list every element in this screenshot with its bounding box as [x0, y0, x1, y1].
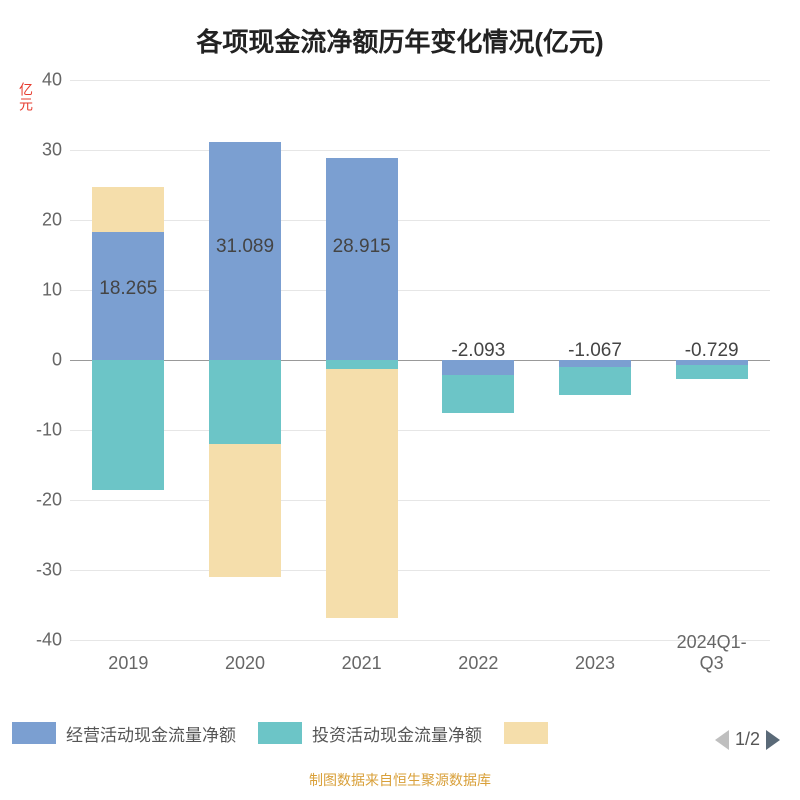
y-tick-label: 40 — [20, 70, 62, 91]
y-tick-label: 10 — [20, 280, 62, 301]
legend-swatch — [258, 722, 302, 744]
gridline — [70, 430, 770, 431]
gridline — [70, 570, 770, 571]
value-label: -2.093 — [451, 340, 505, 362]
y-tick-label: 20 — [20, 210, 62, 231]
legend-swatch — [12, 722, 56, 744]
gridline — [70, 500, 770, 501]
x-tick-label: 2021 — [342, 653, 382, 674]
value-label: 31.089 — [216, 236, 274, 258]
legend-label: 投资活动现金流量净额 — [312, 721, 482, 746]
x-tick-label: 2022 — [458, 653, 498, 674]
legend: 经营活动现金流量净额 投资活动现金流量净额 — [0, 714, 800, 752]
gridline — [70, 80, 770, 81]
pager-next-icon[interactable] — [766, 730, 780, 750]
plot-area: 403020100-10-20-30-402019202020212022202… — [70, 80, 770, 640]
legend-item[interactable]: 投资活动现金流量净额 — [258, 721, 482, 746]
y-tick-label: -20 — [20, 490, 62, 511]
x-tick-label: 2019 — [108, 653, 148, 674]
pager-prev-icon[interactable] — [715, 730, 729, 750]
gridline — [70, 290, 770, 291]
y-tick-label: -40 — [20, 630, 62, 651]
gridline — [70, 360, 770, 361]
value-label: -0.729 — [685, 340, 739, 362]
bar-segment — [92, 187, 164, 233]
y-tick-label: 30 — [20, 140, 62, 161]
bar-segment — [92, 360, 164, 490]
bar-segment — [326, 360, 398, 369]
bar-segment — [442, 375, 514, 414]
y-tick-label: 0 — [20, 350, 62, 371]
bar-segment — [326, 158, 398, 360]
x-tick-label: 2023 — [575, 653, 615, 674]
source-text: 制图数据来自恒生聚源数据库 — [0, 770, 800, 790]
gridline — [70, 150, 770, 151]
legend-item[interactable] — [504, 722, 558, 744]
bar-segment — [442, 360, 514, 375]
value-label: 28.915 — [333, 236, 391, 258]
y-tick-label: -10 — [20, 420, 62, 441]
y-tick-label: -30 — [20, 560, 62, 581]
chart-title: 各项现金流净额历年变化情况(亿元) — [0, 0, 800, 59]
legend-swatch — [504, 722, 548, 744]
bar-segment — [676, 365, 748, 379]
pager-text: 1/2 — [735, 729, 760, 750]
x-tick-label: 2024Q1-Q3 — [677, 632, 747, 674]
bar-segment — [326, 369, 398, 618]
gridline — [70, 220, 770, 221]
value-label: 18.265 — [99, 278, 157, 300]
value-label: -1.067 — [568, 340, 622, 362]
pager[interactable]: 1/2 — [709, 729, 786, 750]
bar-segment — [209, 360, 281, 444]
legend-item[interactable]: 经营活动现金流量净额 — [12, 721, 236, 746]
legend-label: 经营活动现金流量净额 — [66, 721, 236, 746]
x-tick-label: 2020 — [225, 653, 265, 674]
bar-segment — [209, 444, 281, 577]
bar-segment — [559, 367, 631, 395]
gridline — [70, 640, 770, 641]
